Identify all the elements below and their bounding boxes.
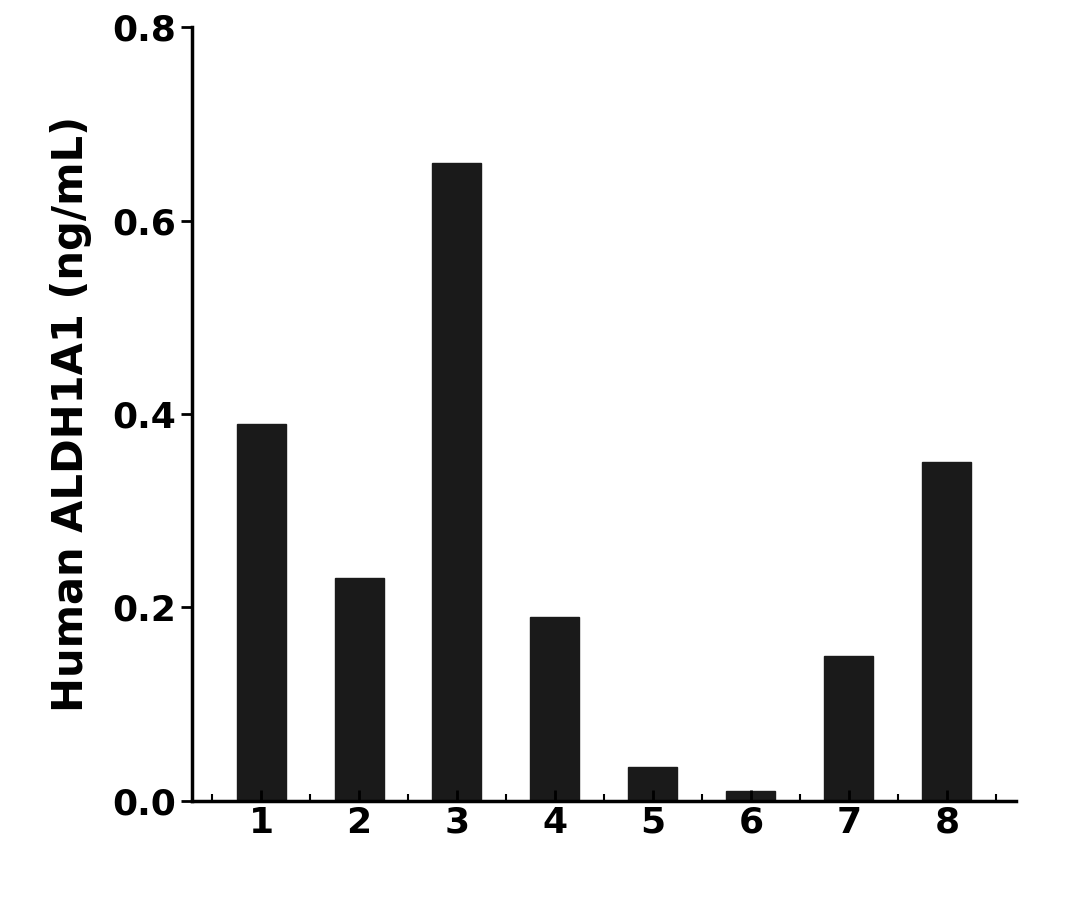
Bar (236, 424, 285, 801)
Bar (335, 579, 384, 801)
Bar (923, 462, 972, 801)
Bar (824, 656, 873, 801)
Y-axis label: Human ALDH1A1 (ng/mL): Human ALDH1A1 (ng/mL) (50, 116, 92, 713)
Bar (433, 163, 481, 801)
Bar (629, 767, 678, 801)
Bar (727, 791, 775, 801)
Bar (530, 617, 579, 801)
